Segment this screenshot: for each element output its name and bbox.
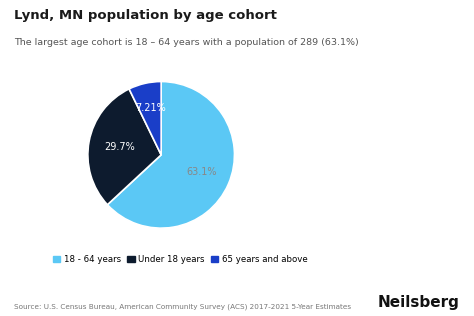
- Text: The largest age cohort is 18 – 64 years with a population of 289 (63.1%): The largest age cohort is 18 – 64 years …: [14, 38, 359, 47]
- Text: 7.21%: 7.21%: [135, 103, 166, 113]
- Text: Source: U.S. Census Bureau, American Community Survey (ACS) 2017-2021 5-Year Est: Source: U.S. Census Bureau, American Com…: [14, 303, 351, 310]
- Text: 29.7%: 29.7%: [104, 142, 135, 152]
- Text: 63.1%: 63.1%: [186, 167, 217, 177]
- Text: Lynd, MN population by age cohort: Lynd, MN population by age cohort: [14, 9, 277, 22]
- Wedge shape: [108, 82, 235, 228]
- Legend: 18 - 64 years, Under 18 years, 65 years and above: 18 - 64 years, Under 18 years, 65 years …: [49, 252, 311, 267]
- Wedge shape: [88, 89, 161, 205]
- Wedge shape: [129, 82, 161, 155]
- Text: Neilsberg: Neilsberg: [378, 295, 460, 310]
